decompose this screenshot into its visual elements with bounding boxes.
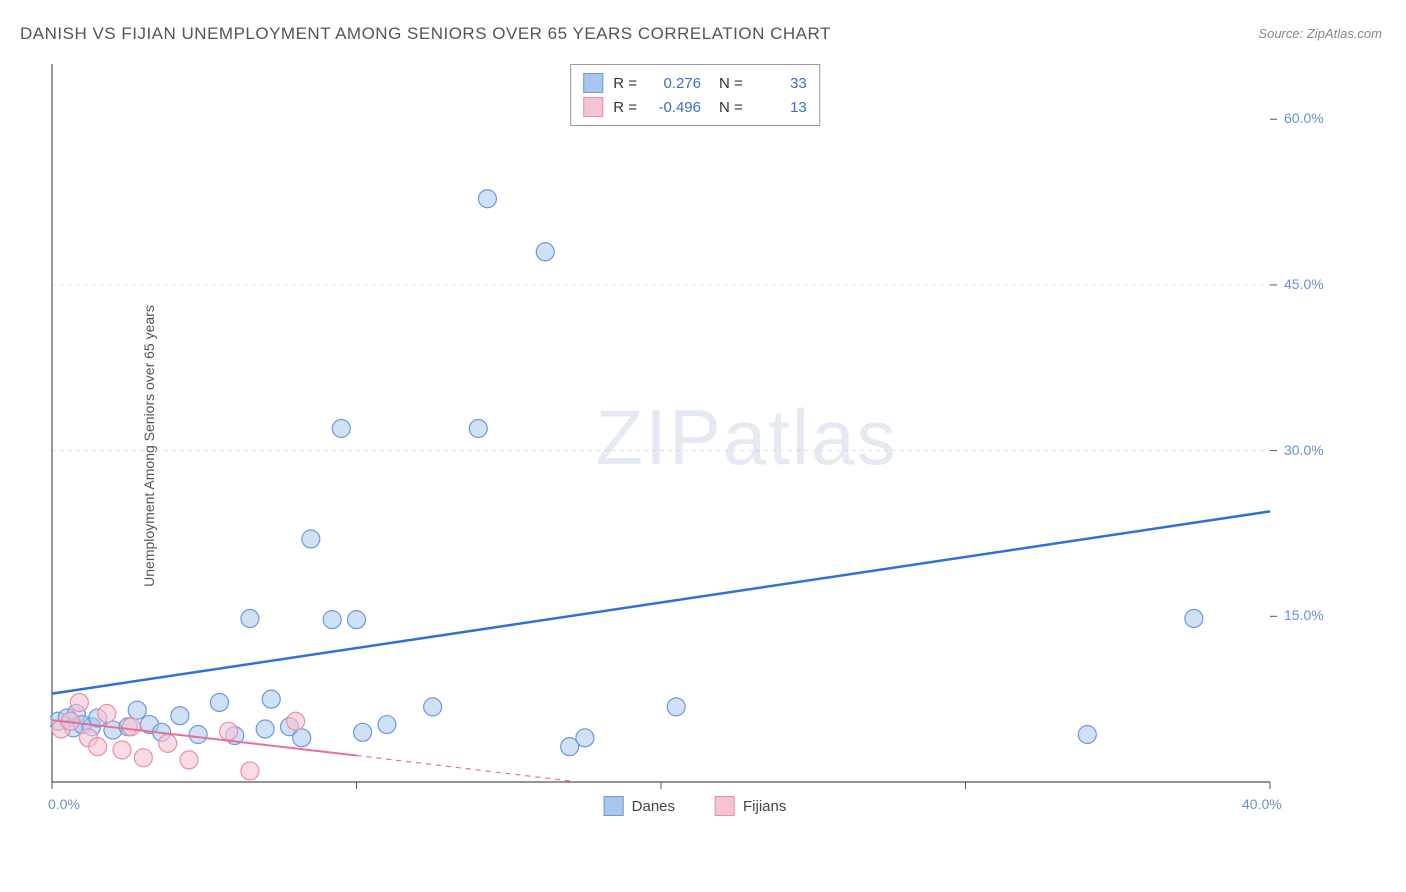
- r-label: R =: [613, 99, 637, 116]
- legend-item: Danes: [604, 796, 675, 816]
- legend-item: Fijians: [715, 796, 786, 816]
- stats-row: R = -0.496 N = 13: [583, 95, 807, 119]
- x-tick-label: 40.0%: [1242, 796, 1282, 812]
- x-tick-label: 0.0%: [48, 796, 80, 812]
- legend-swatch-icon: [715, 796, 735, 816]
- source-attribution: Source: ZipAtlas.com: [1258, 26, 1382, 41]
- legend-label: Danes: [632, 798, 675, 815]
- chart-title: DANISH VS FIJIAN UNEMPLOYMENT AMONG SENI…: [20, 24, 831, 44]
- legend-label: Fijians: [743, 798, 786, 815]
- n-label: N =: [719, 99, 743, 116]
- r-label: R =: [613, 75, 637, 92]
- y-tick-label: 15.0%: [1284, 607, 1324, 623]
- n-value: 33: [753, 75, 807, 92]
- scatter-chart: [50, 60, 1340, 830]
- y-tick-label: 60.0%: [1284, 110, 1324, 126]
- n-label: N =: [719, 75, 743, 92]
- legend-swatch-icon: [583, 73, 603, 93]
- legend-swatch-icon: [604, 796, 624, 816]
- source-label: Source:: [1258, 26, 1303, 41]
- r-value: -0.496: [647, 99, 701, 116]
- source-value: ZipAtlas.com: [1307, 26, 1382, 41]
- y-tick-label: 30.0%: [1284, 442, 1324, 458]
- stats-legend: R = 0.276 N = 33 R = -0.496 N = 13: [570, 64, 820, 126]
- stats-row: R = 0.276 N = 33: [583, 71, 807, 95]
- series-legend: Danes Fijians: [604, 796, 787, 816]
- r-value: 0.276: [647, 75, 701, 92]
- plot-area: ZIPatlas R = 0.276 N = 33 R = -0.496 N =…: [50, 60, 1340, 830]
- n-value: 13: [753, 99, 807, 116]
- y-tick-label: 45.0%: [1284, 276, 1324, 292]
- legend-swatch-icon: [583, 97, 603, 117]
